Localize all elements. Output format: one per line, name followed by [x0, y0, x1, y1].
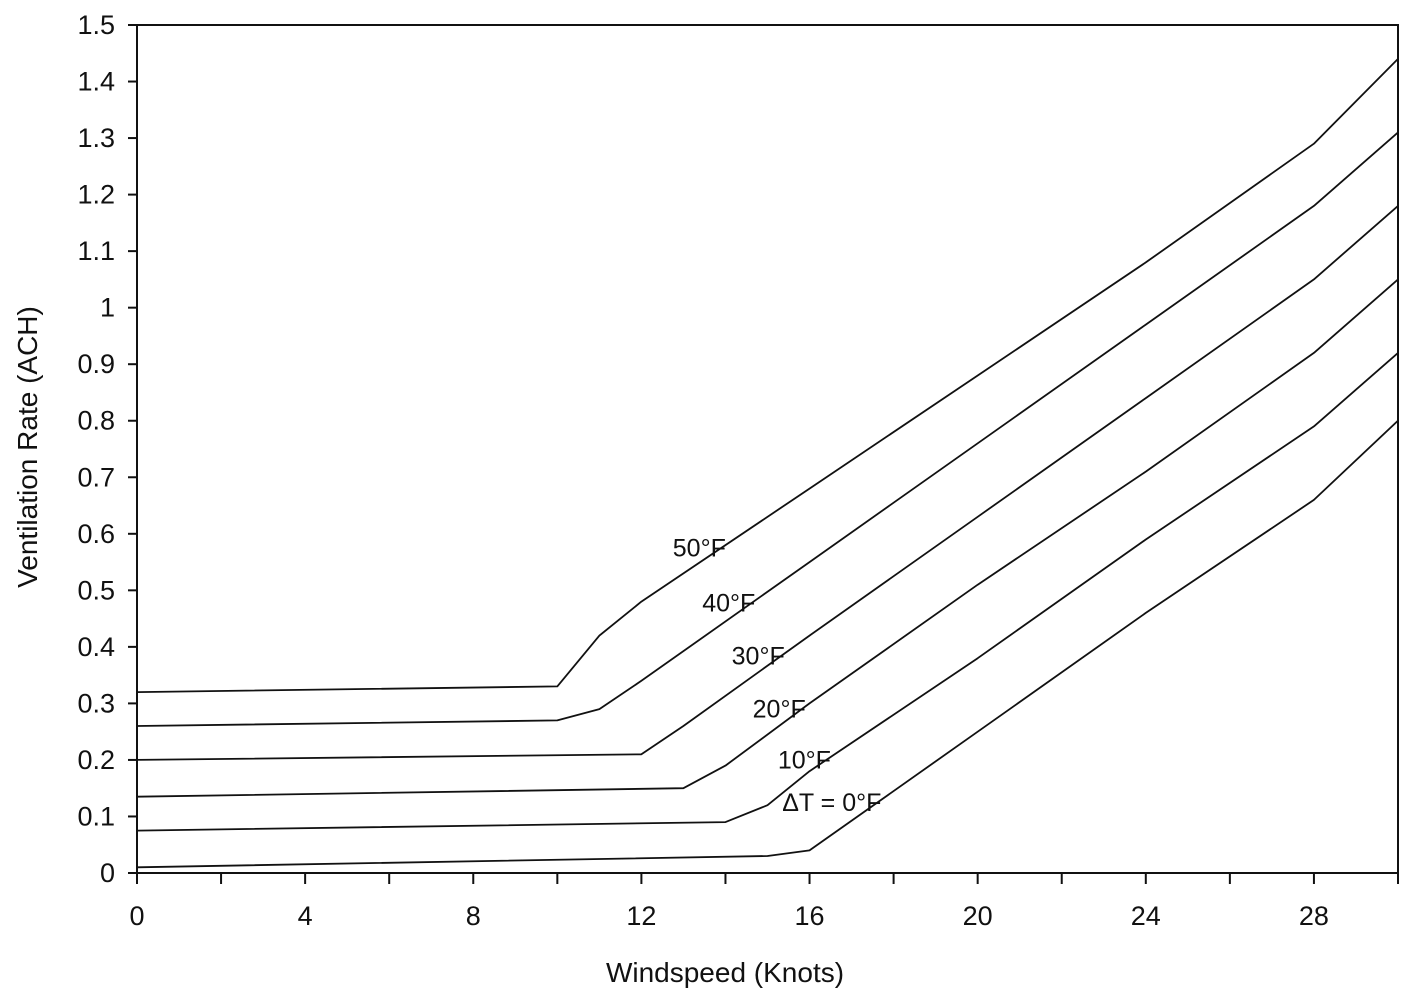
plot-frame	[136, 24, 1399, 874]
series-label: ΔT = 0°F	[782, 789, 881, 817]
y-tick-label: 0.7	[77, 462, 115, 492]
y-tick-label: 1	[100, 293, 115, 323]
x-tick-label: 8	[466, 901, 481, 931]
y-tick-label: 1.1	[77, 236, 115, 266]
y-tick-label: 0.8	[77, 406, 115, 436]
y-tick-label: 0.1	[77, 801, 115, 831]
series-label: 20°F	[753, 695, 806, 723]
labels-layer: 50°F 40°F 30°F 20°F 10°F ΔT = 0°F	[673, 534, 882, 817]
series-label: 50°F	[673, 534, 726, 562]
x-axis-title: Windspeed (Knots)	[606, 957, 844, 988]
series-line-5	[136, 420, 1399, 869]
y-tick-label: 0.6	[77, 519, 115, 549]
y-tick-label: 1.4	[77, 67, 115, 97]
series-line-3	[136, 278, 1399, 798]
series-label: 40°F	[702, 590, 755, 618]
y-tick-label: 0.9	[77, 349, 115, 379]
y-tick-label: 1.2	[77, 180, 115, 210]
y-tick-label: 1.3	[77, 123, 115, 153]
y-axis-title: Ventilation Rate (ACH)	[12, 306, 43, 588]
series-label: 30°F	[732, 643, 785, 671]
series-label: 10°F	[778, 746, 831, 774]
axes-layer: 0 0.1 0.2 0.3 0.4 0.5 0.6 0.7 0.8 0.9 1 1.1 1.2 1.3 1.…	[77, 10, 1399, 931]
series-layer	[136, 58, 1399, 869]
y-tick-label: 0.5	[77, 575, 115, 605]
x-tick-label: 16	[795, 901, 825, 931]
x-tick-label: 12	[626, 901, 656, 931]
series-line-2	[136, 205, 1399, 761]
y-tick-label: 0.4	[77, 632, 115, 662]
x-tick-label: 0	[129, 901, 144, 931]
series-line-1	[136, 131, 1399, 727]
y-tick-label: 0	[100, 858, 115, 888]
y-tick-label: 1.5	[77, 10, 115, 40]
x-tick-label: 28	[1299, 901, 1329, 931]
y-tick-label: 0.3	[77, 688, 115, 718]
x-tick-label: 24	[1131, 901, 1161, 931]
y-tick-label: 0.2	[77, 745, 115, 775]
series-line-0	[136, 58, 1399, 693]
series-line-4	[136, 352, 1399, 832]
x-tick-label: 20	[963, 901, 993, 931]
x-tick-label: 4	[298, 901, 313, 931]
